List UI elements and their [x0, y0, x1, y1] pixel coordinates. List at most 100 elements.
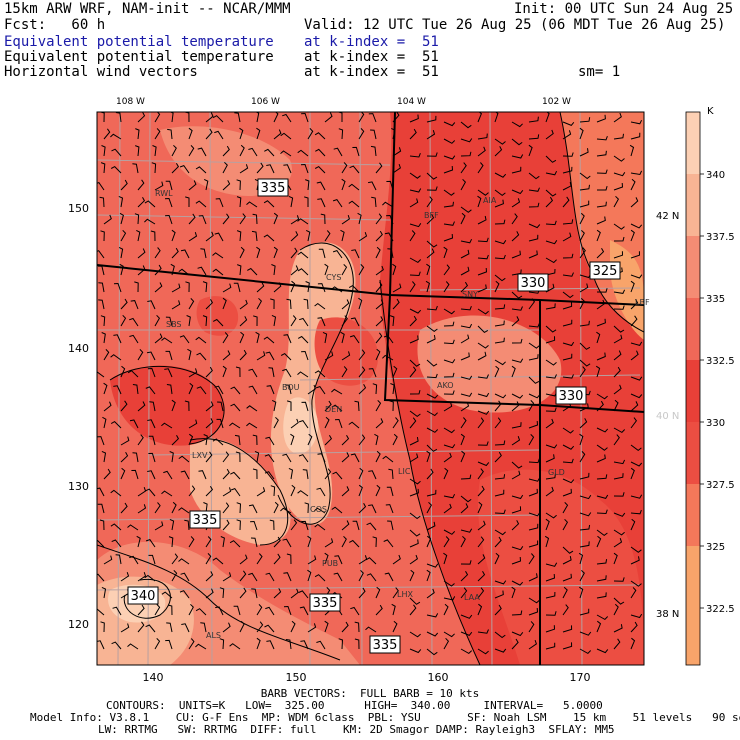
wind-barb — [613, 305, 625, 310]
wind-barb — [188, 536, 195, 548]
wind-barb — [596, 454, 606, 463]
wind-barb — [477, 351, 487, 361]
wind-barb — [630, 298, 639, 310]
wind-barb — [579, 418, 588, 429]
wind-barb — [137, 179, 145, 191]
wind-barb — [596, 169, 608, 174]
wind-barb — [366, 522, 377, 531]
wind-barb — [236, 179, 241, 191]
wind-barb — [460, 212, 466, 225]
wind-barb — [239, 144, 245, 157]
wind-barb — [112, 606, 122, 616]
wind-barb — [203, 434, 208, 446]
wind-barb — [630, 178, 636, 191]
wind-barb — [370, 145, 377, 157]
wind-barb — [477, 325, 489, 334]
wind-barb — [544, 535, 550, 548]
wind-barb — [511, 198, 521, 208]
wind-barb — [477, 461, 490, 467]
colorbar-swatch-332-5 — [686, 298, 700, 360]
wind-barb — [392, 433, 398, 446]
field1-level: at k-index = 51 — [304, 34, 439, 50]
y-tick: 130 — [68, 480, 89, 493]
field-region-southeast — [478, 469, 644, 665]
wind-barb — [388, 468, 394, 480]
wind-barb — [562, 253, 574, 259]
wind-barb — [528, 144, 533, 157]
state-borders — [97, 112, 644, 665]
city-label: AIA — [483, 196, 497, 205]
wind-barb — [144, 200, 156, 208]
wind-barb — [443, 308, 455, 315]
wind-barb — [178, 558, 190, 565]
wind-barb — [494, 365, 500, 378]
wind-barb — [136, 229, 141, 242]
wind-barb — [334, 418, 343, 429]
wind-barb — [386, 214, 394, 225]
wind-barb — [443, 121, 456, 127]
wind-barb — [171, 144, 177, 157]
wind-barb — [188, 419, 198, 429]
wind-barb — [460, 495, 472, 503]
wind-barb — [596, 535, 602, 548]
wind-barb — [511, 269, 522, 276]
wind-barb — [115, 112, 122, 123]
wind-barb — [562, 518, 569, 531]
wind-barb — [146, 351, 156, 361]
lon-label: 108 W — [116, 97, 145, 107]
wind-barb — [120, 314, 127, 327]
wind-barb — [282, 113, 292, 123]
wind-barb — [246, 201, 258, 208]
wind-barb — [562, 219, 574, 225]
wind-barb — [222, 145, 230, 157]
wind-barb — [477, 520, 486, 531]
wind-barb — [579, 184, 590, 191]
wind-barb — [596, 529, 608, 537]
wind-barb — [494, 489, 505, 497]
wind-barb — [212, 252, 224, 259]
wind-barb — [357, 212, 362, 225]
wind-barb — [366, 573, 377, 582]
wind-barb — [165, 350, 173, 361]
wind-barb — [511, 461, 523, 469]
wind-barb — [562, 478, 575, 484]
wind-barb — [528, 420, 539, 429]
wind-barb — [171, 283, 181, 293]
wind-barb — [443, 467, 449, 480]
wind-barb — [273, 282, 282, 293]
wind-barb — [545, 473, 556, 480]
barb-legend: BARB VECTORS: FULL BARB = 10 kts — [260, 687, 480, 700]
wind-barb — [307, 128, 314, 140]
wind-barb — [286, 553, 292, 565]
wind-barb — [188, 638, 195, 650]
wind-barb — [387, 520, 394, 531]
wind-barb — [613, 182, 624, 191]
wind-barb — [205, 451, 213, 463]
wind-barb — [545, 325, 557, 333]
wind-barb — [188, 603, 194, 616]
wind-barb — [443, 264, 451, 276]
wind-barb — [222, 161, 228, 174]
wind-barb — [222, 519, 230, 531]
wind-barb — [630, 509, 642, 515]
wind-barb — [545, 418, 554, 429]
wind-barb — [283, 605, 292, 616]
wind-barb — [528, 250, 538, 259]
wind-barb — [409, 410, 421, 418]
wind-barb — [263, 336, 275, 344]
wind-barb — [409, 153, 421, 158]
wind-barb — [222, 180, 231, 191]
wind-barb — [579, 433, 584, 446]
wind-barb — [409, 539, 419, 548]
wind-barb — [443, 637, 450, 650]
wind-barb — [127, 643, 139, 650]
wind-barb — [477, 162, 484, 174]
wind-barb — [103, 555, 113, 565]
wind-barb — [256, 127, 261, 140]
city-label: LHX — [397, 590, 413, 599]
wind-barb — [630, 580, 642, 587]
wind-barb — [268, 367, 275, 378]
wind-barb — [460, 151, 472, 157]
wind-barb — [528, 116, 539, 123]
wind-barb — [630, 401, 639, 412]
